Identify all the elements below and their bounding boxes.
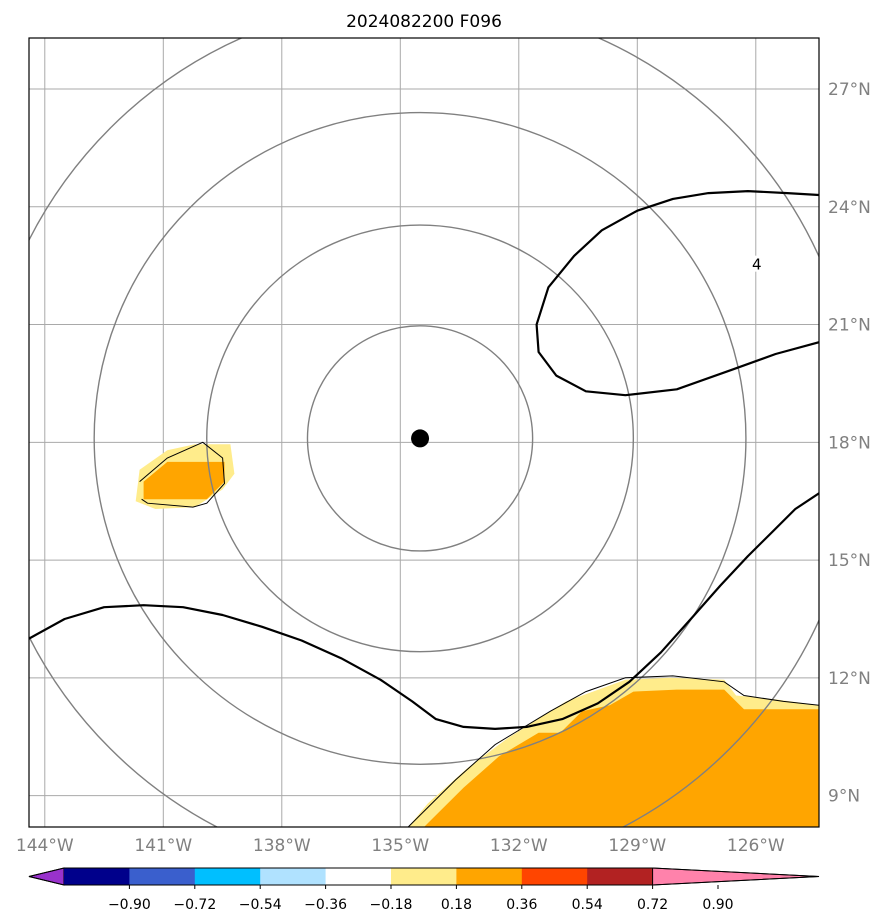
colorbar-tick-label-7: 0.54 [572,897,603,913]
colorbar-swatch-6 [456,868,523,885]
lat-tick-label-3: 18°N [828,433,871,453]
colorbar-tick-label-8: 0.72 [637,897,668,913]
filled-contours [135,444,819,827]
range-ring-1 [206,224,635,653]
chart-title: 2024082200 F096 [346,12,502,32]
range-ring-2 [93,111,747,765]
filled-area-1 [143,461,225,500]
thick-contour-1 [29,492,819,731]
colorbar-swatch-0 [64,868,130,885]
storm-center-marker [411,429,430,448]
lon-tick-label-1: 141°W [134,836,192,856]
range-ring-0 [306,325,534,552]
contour-lines: 4 [29,190,819,827]
colorbar-tick-label-6: 0.36 [506,897,537,913]
map-plot-area: 4 [29,38,819,827]
thick-contour-0 [535,190,819,397]
filled-area-3 [424,689,819,827]
colorbar-tick-label-1: −0.72 [173,897,216,913]
colorbar-swatch-5 [391,868,457,885]
thin-contour-1 [407,675,819,827]
colorbar-outline [28,867,820,886]
colorbar-swatch-8 [587,868,653,885]
longitude-tick-labels: 144°W 141°W 138°W 135°W 132°W 129°W 126°W [16,836,785,856]
colorbar-tick-label-3: −0.36 [304,897,347,913]
colorbar-tick-label-4: −0.18 [370,897,413,913]
colorbar-swatch-4 [325,868,392,885]
lat-tick-label-6: 27°N [828,80,871,100]
storm-center-layer [411,429,430,448]
colorbar-swatch-7 [521,868,588,885]
map-frame [28,37,820,828]
colorbar-tick-label-0: −0.90 [108,897,151,913]
lon-tick-label-3: 135°W [371,836,429,856]
lon-tick-label-4: 132°W [490,836,548,856]
lat-tick-label-1: 12°N [828,669,871,689]
lon-tick-label-2: 138°W [253,836,311,856]
colorbar-extend-max [652,867,820,886]
colorbar-tick-label-5: 0.18 [441,897,472,913]
lon-tick-label-6: 126°W [727,836,785,856]
lat-tick-label-0: 9°N [828,787,860,807]
lon-tick-label-0: 144°W [16,836,74,856]
colorbar-swatch-3 [260,868,326,885]
latitude-tick-labels: 9°N 12°N 15°N 18°N 21°N 24°N 27°N [828,80,871,807]
lat-tick-label-4: 21°N [828,316,871,336]
lat-tick-label-5: 24°N [828,198,871,218]
thin-contour-0 [139,441,226,508]
colorbar-extend-min [28,867,65,886]
graticule-grid [29,38,819,827]
colorbar-swatch-1 [129,868,196,885]
colorbar: −0.90 −0.72 −0.54 −0.36 −0.18 0.18 0.36 0.54 0.7… [28,867,820,913]
contour-label-0: 4 [752,256,762,274]
contour-label-bg-0 [750,255,763,272]
lat-tick-label-2: 15°N [828,551,871,571]
range-rings [29,38,819,827]
colorbar-swatch-2 [194,868,261,885]
lon-tick-label-5: 129°W [608,836,666,856]
colorbar-tick-label-2: −0.54 [239,897,282,913]
colorbar-tick-label-9: 0.90 [702,897,733,913]
